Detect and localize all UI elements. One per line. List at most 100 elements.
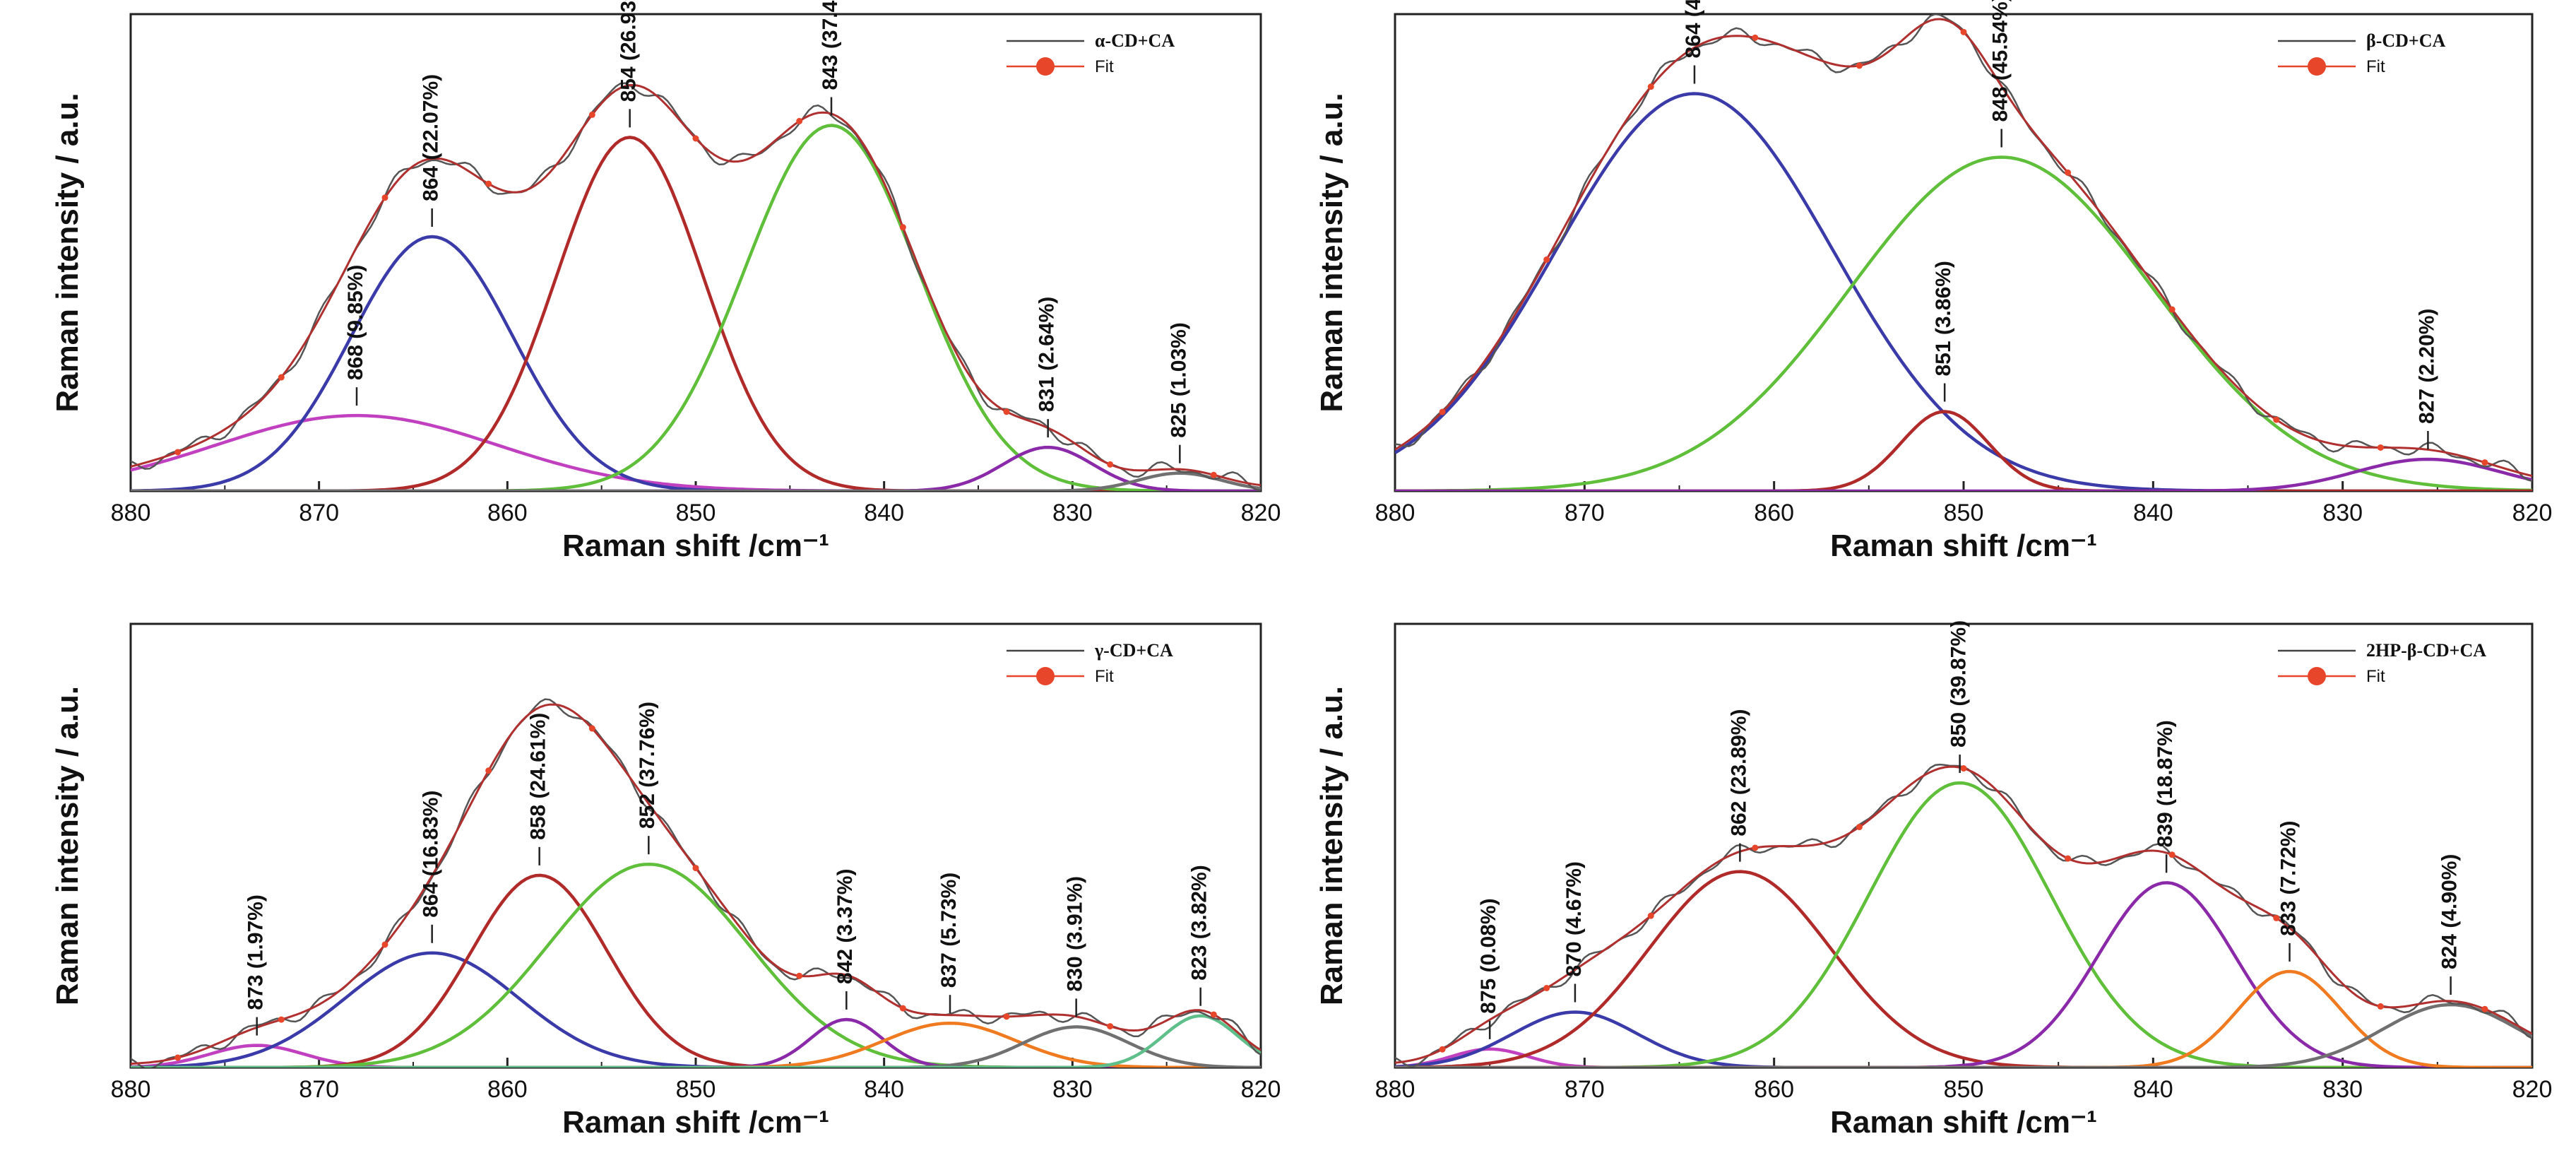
x-tick-label: 880	[111, 1076, 151, 1103]
fit-marker	[2377, 444, 2384, 451]
x-axis-title: Raman shift /cm⁻¹	[562, 1105, 829, 1140]
fit-marker	[1647, 83, 1654, 90]
legend-fit-marker	[1036, 667, 1055, 685]
fit-marker	[1543, 985, 1550, 992]
component-peak-curve	[131, 873, 1261, 1068]
x-tick-label: 820	[2512, 1076, 2553, 1103]
fit-marker	[174, 1054, 182, 1061]
legend-data-label: γ-CD+CA	[1094, 640, 1173, 661]
fit-marker	[692, 135, 699, 142]
chart-panel-bottom-left: 880 870 860 850 840 830 820 Raman shift /cm⁻¹ Ra…	[50, 622, 1281, 1140]
legend-fit-marker	[2308, 57, 2326, 76]
x-tick-label: 840	[864, 500, 904, 526]
component-peak-curve	[1395, 969, 2532, 1068]
peak-label: 827 (2.20%)	[2415, 309, 2438, 424]
fit-marker	[1960, 765, 1967, 772]
x-tick-label: 860	[487, 500, 528, 526]
x-tick-label: 820	[1241, 500, 1281, 526]
fit-marker	[485, 180, 492, 187]
x-tick-label: 880	[111, 500, 151, 526]
component-peak-curve	[1395, 1003, 2532, 1068]
plot-area	[1395, 763, 2532, 1068]
fit-marker	[2065, 169, 2072, 176]
component-peak-curve	[1395, 410, 2532, 491]
peak-label: 852 (37.76%)	[636, 702, 659, 829]
fit-marker	[1543, 256, 1550, 263]
x-tick-label: 880	[1375, 1076, 1415, 1103]
component-peak-curve	[131, 124, 1261, 491]
fit-marker	[796, 117, 803, 124]
peak-label: 848 (45.54%)	[1989, 0, 2012, 122]
fit-marker	[2065, 855, 2072, 862]
fit-marker	[2273, 416, 2280, 423]
legend-data-label: 2HP-β-CD+CA	[2366, 640, 2486, 661]
x-tick-label: 850	[1944, 500, 1984, 526]
component-peak-curve	[131, 136, 1261, 491]
fit-marker	[381, 941, 388, 948]
x-tick-label: 840	[2133, 500, 2173, 526]
x-tick-label: 860	[1754, 1076, 1794, 1103]
fit-marker	[2273, 914, 2280, 921]
peak-label: 862 (23.89%)	[1727, 709, 1750, 837]
peak-label: 870 (4.67%)	[1562, 861, 1586, 976]
component-peak-curve	[131, 951, 1261, 1068]
x-axis-title: Raman shift /cm⁻¹	[1830, 1105, 2097, 1140]
x-tick-label: 870	[1565, 1076, 1605, 1103]
peak-label: 842 (3.37%)	[833, 869, 857, 984]
fit-marker	[174, 449, 182, 456]
fit-marker	[692, 865, 699, 872]
peak-label: 823 (3.82%)	[1188, 865, 1211, 980]
peak-label: 833 (7.72%)	[2277, 820, 2300, 935]
fit-marker	[1439, 1046, 1446, 1053]
peak-label: 839 (18.87%)	[2154, 720, 2177, 847]
component-peak-curve	[131, 1014, 1261, 1068]
fit-marker	[278, 1016, 285, 1023]
legend-fit-label: Fit	[1095, 667, 1114, 686]
component-peak-curve	[1395, 92, 2532, 491]
peak-label: 864 (22.07%)	[420, 74, 443, 201]
legend-fit-marker	[1036, 57, 1055, 76]
fit-marker	[1752, 844, 1759, 851]
x-axis-title: Raman shift /cm⁻¹	[562, 528, 829, 563]
legend-fit-label: Fit	[2366, 667, 2385, 686]
chart-panel-bottom-right: 880 870 860 850 840 830 820 Raman shift /cm⁻¹ Ra…	[1314, 620, 2552, 1140]
legend-data-label: α-CD+CA	[1095, 30, 1175, 51]
x-tick-label: 870	[299, 1076, 339, 1103]
peak-label: 864 (48.40%)	[1682, 0, 1705, 59]
fit-marker	[1003, 1013, 1010, 1020]
y-axis-title: Raman intensity / a.u.	[50, 93, 85, 412]
x-tick-label: 820	[2512, 500, 2553, 526]
component-peak-curve	[131, 1044, 1261, 1068]
y-axis-title: Raman intensity / a.u.	[1314, 686, 1349, 1005]
fit-marker	[2481, 1005, 2488, 1012]
peak-label: 830 (3.91%)	[1064, 876, 1087, 991]
peak-label: 851 (3.86%)	[1932, 261, 1955, 376]
x-tick-label: 880	[1375, 500, 1415, 526]
component-peak-curve	[131, 862, 1261, 1068]
peak-label: 843 (37.48%)	[819, 0, 842, 90]
y-axis-title: Raman intensity / a.u.	[1314, 93, 1349, 412]
x-tick-label: 840	[864, 1076, 904, 1103]
component-peak-curve	[1395, 881, 2532, 1068]
y-axis-title: Raman intensity / a.u.	[50, 686, 85, 1005]
fit-marker	[1647, 912, 1654, 919]
x-tick-label: 830	[2322, 1076, 2363, 1103]
fit-marker	[485, 767, 492, 774]
peak-label: 858 (24.61%)	[527, 713, 550, 840]
component-peak-curve	[131, 445, 1261, 491]
component-peak-curve	[1395, 870, 2532, 1068]
fit-marker	[1210, 471, 1217, 478]
fit-marker	[2168, 306, 2176, 313]
x-tick-label: 870	[1565, 500, 1605, 526]
fit-marker	[899, 1005, 906, 1012]
fit-marker	[2168, 851, 2176, 858]
fit-marker	[1752, 34, 1759, 41]
fit-marker	[588, 111, 595, 118]
component-peak-curve	[1395, 1010, 2532, 1068]
fit-marker	[1107, 461, 1114, 468]
x-tick-label: 850	[676, 1076, 716, 1103]
legend-fit-label: Fit	[1095, 57, 1114, 76]
peak-label: 854 (26.93%)	[617, 0, 641, 102]
peak-label: 875 (0.08%)	[1477, 898, 1500, 1013]
